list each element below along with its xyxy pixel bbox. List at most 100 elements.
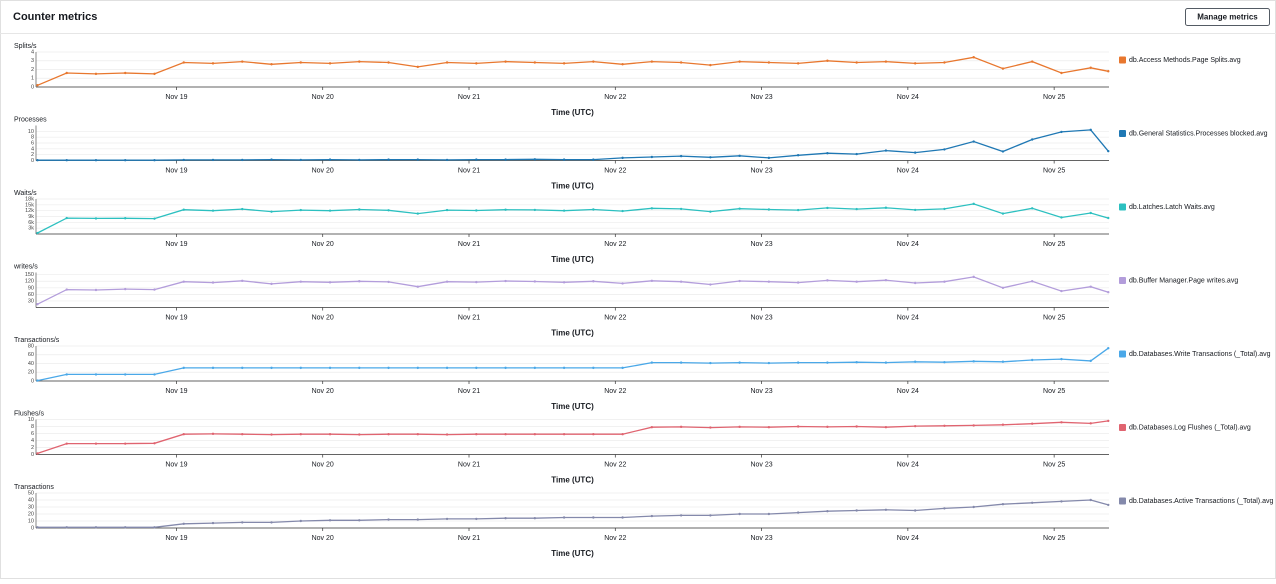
y-axis-label: Waits/s <box>14 190 37 197</box>
data-point <box>211 158 215 162</box>
data-point <box>738 207 741 210</box>
y-tick-label: 1 <box>31 76 34 82</box>
data-point <box>621 516 624 519</box>
legend-swatch <box>1119 424 1126 431</box>
data-point <box>36 379 39 382</box>
data-point <box>1107 70 1110 73</box>
x-tick-label: Nov 19 <box>165 388 187 395</box>
data-point <box>1060 71 1063 75</box>
data-point <box>1031 138 1034 141</box>
data-point <box>475 280 478 284</box>
y-tick-label: 0 <box>31 84 34 90</box>
y-tick-label: 4 <box>31 438 34 444</box>
series-line <box>37 420 1109 455</box>
data-point <box>796 208 800 212</box>
x-tick-label: Nov 24 <box>897 388 919 395</box>
y-tick-label: 4 <box>31 49 34 55</box>
y-axis-label: Splits/s <box>14 43 37 50</box>
data-point <box>270 63 273 66</box>
x-tick-label: Nov 25 <box>1043 314 1065 321</box>
data-point <box>211 366 215 370</box>
x-tick-label: Nov 21 <box>458 535 480 542</box>
data-point <box>1089 211 1092 215</box>
data-point <box>709 361 712 365</box>
data-point <box>1107 149 1110 153</box>
data-point <box>650 279 654 283</box>
data-point <box>387 61 390 64</box>
data-point <box>1001 423 1005 426</box>
data-point <box>796 425 800 428</box>
data-point <box>1031 422 1034 425</box>
x-tick-label: Nov 19 <box>165 167 187 174</box>
data-point <box>533 517 537 520</box>
series-line <box>37 499 1109 528</box>
y-tick-label: 15k <box>25 202 34 208</box>
manage-metrics-button[interactable]: Manage metrics <box>1185 8 1270 26</box>
data-point <box>592 366 595 370</box>
data-point <box>679 61 683 64</box>
data-point <box>884 361 888 364</box>
data-point <box>1107 503 1110 507</box>
data-point <box>943 360 946 364</box>
button-label[interactable]: Manage metrics <box>1197 13 1258 22</box>
data-point <box>211 62 215 65</box>
data-point <box>124 287 127 291</box>
data-point <box>153 526 156 529</box>
data-point <box>972 505 975 509</box>
data-point <box>241 207 244 211</box>
data-point <box>94 373 98 376</box>
data-point <box>241 366 244 370</box>
x-tick-label: Nov 25 <box>1043 535 1065 542</box>
y-tick-label: 10 <box>28 417 34 423</box>
data-point <box>592 60 595 63</box>
data-point <box>679 207 683 211</box>
data-point <box>65 526 68 529</box>
data-point <box>738 154 741 158</box>
data-point <box>445 433 449 436</box>
y-tick-label: 40 <box>28 497 34 503</box>
data-point <box>153 288 156 291</box>
data-point <box>884 278 888 282</box>
data-point <box>36 526 39 529</box>
data-point <box>943 280 946 283</box>
data-point <box>94 526 98 529</box>
legend-swatch <box>1119 203 1126 211</box>
data-point <box>328 62 332 65</box>
data-point <box>650 207 654 210</box>
data-point <box>826 152 829 155</box>
data-point <box>94 72 98 76</box>
data-point <box>943 207 946 211</box>
x-axis-label: Time (UTC) <box>551 549 594 558</box>
data-point <box>562 366 566 370</box>
data-point <box>1089 66 1092 69</box>
data-point <box>1089 359 1092 363</box>
data-point <box>65 442 68 445</box>
legend-label: db.Access Methods.Page Splits.avg <box>1129 57 1241 64</box>
data-point <box>972 275 975 279</box>
data-point <box>943 61 946 64</box>
data-point <box>387 209 390 212</box>
y-tick-label: 6k <box>28 220 34 226</box>
data-point <box>270 158 273 161</box>
data-point <box>913 424 917 428</box>
y-tick-label: 2 <box>31 152 34 158</box>
data-point <box>182 366 185 370</box>
data-point <box>387 158 390 161</box>
data-point <box>592 516 595 519</box>
data-point <box>855 61 858 64</box>
data-point <box>533 61 537 64</box>
legend-swatch <box>1119 130 1126 137</box>
data-point <box>796 361 800 364</box>
data-point <box>153 442 156 445</box>
data-point <box>504 60 507 63</box>
data-point <box>855 152 858 156</box>
x-tick-label: Nov 21 <box>458 461 480 468</box>
data-point <box>36 303 39 306</box>
button-frame[interactable] <box>1185 8 1270 26</box>
data-point <box>709 426 712 429</box>
x-axis-label: Time (UTC) <box>551 182 594 191</box>
y-tick-label: 0 <box>31 158 34 164</box>
